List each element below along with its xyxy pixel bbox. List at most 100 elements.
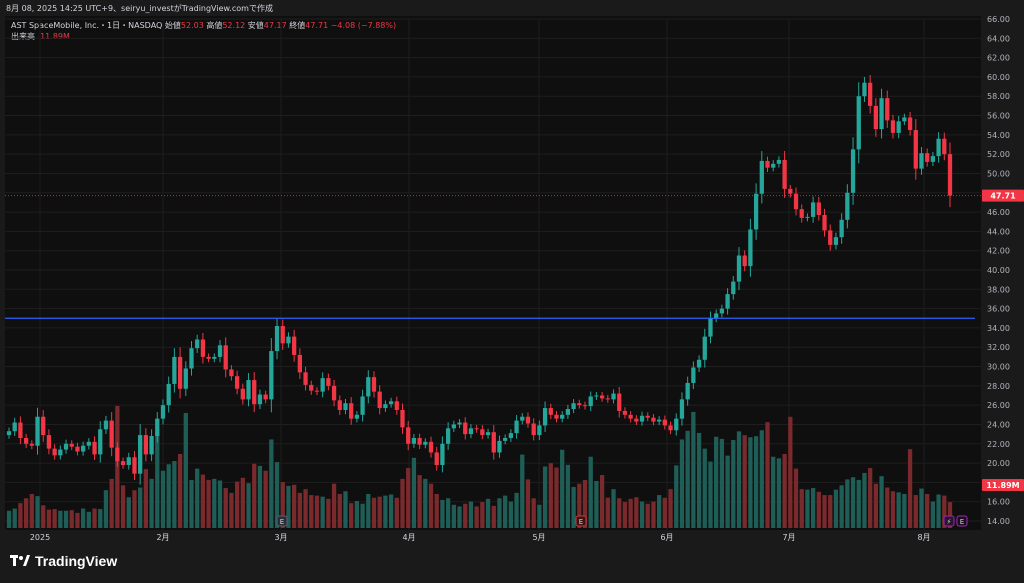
price-badge-bg [982,189,1024,202]
candle-body [850,149,856,193]
y-tick-label: 58.00 [987,92,1010,101]
candle-body [29,443,34,446]
y-tick-label: 56.00 [987,112,1010,121]
volume-bar [35,496,40,528]
change-value: −4.08 (−7.88%) [330,21,397,30]
volume-value: 11.89M [40,32,70,41]
candle-body [554,414,559,419]
volume-bar [799,489,804,528]
volume-bar [919,488,924,528]
candlestick-chart: 66.00 64.00 62.00 60.00 58.00 56.00 54.00 52.00… [5,15,1024,542]
tradingview-logo[interactable]: TradingView [10,553,117,569]
candle-body [907,117,913,131]
volume-bar [731,439,736,528]
earnings-marker-label: E [579,518,583,526]
volume-bar [138,487,143,528]
volume-bar [297,492,302,528]
x-tick-label: 2月 [156,533,169,542]
x-tick-label: 8月 [917,533,930,542]
volume-bar [423,478,428,528]
volume-bar [907,449,913,528]
volume-bar [445,498,451,528]
volume-bar [828,495,833,528]
volume-bar [554,467,559,528]
candle-body [331,385,337,401]
candle-body [440,443,445,466]
candle-body [280,325,285,344]
volume-bar [565,464,571,528]
volume-bar [776,458,782,528]
volume-bar [377,496,382,528]
volume-bar [936,494,941,528]
volume-bar [92,508,97,528]
volume-bar [691,411,696,528]
volume-bar [617,498,622,528]
earnings-marker-label: E [280,518,284,526]
candle-body [839,219,844,238]
volume-bar [206,479,211,528]
earnings-marker [575,515,587,527]
volume-bar [474,506,479,528]
volume-bar [177,454,183,528]
candle-body [497,440,502,453]
candle-body [58,449,63,456]
volume-bar [725,455,730,528]
candle-body [753,193,759,230]
candle-body [200,339,206,357]
volume-bar [537,504,542,528]
volume-bar [611,489,616,528]
earnings-marker-label: E [960,518,964,526]
volume-bar [793,468,799,528]
volume-bar [879,476,884,528]
candle-body [719,308,725,314]
volume-bar [816,491,821,528]
volume-bar [662,497,667,528]
volume-bar [12,508,17,528]
volume-bar [246,483,251,528]
low-label: 安値 [247,21,264,30]
volume-bar [229,492,234,528]
candle-body [776,159,782,164]
candle-body [143,435,149,455]
candle-body [793,193,799,210]
volume-bar [525,479,531,528]
volume-bar [155,431,160,528]
candle-body [930,156,936,162]
volume-bar [343,491,348,528]
volume-bar [41,505,46,528]
y-tick-label: 16.00 [987,498,1010,507]
candle-body [531,423,536,436]
candle-body [565,409,571,415]
candle-body [816,202,821,215]
candle-body [628,414,633,419]
candle-body [696,359,702,368]
candle-body [23,437,29,444]
volume-bar [560,449,565,528]
candle-body [434,452,439,466]
symbol-name[interactable]: AST SpaceMobile, Inc.・1日・NASDAQ [11,21,163,30]
top-bar: 8月 08, 2025 14:25 UTC+9、seiryu_investがTr… [0,0,1024,16]
volume-bar [668,489,673,528]
candle-body [217,345,223,357]
candle-body [588,396,593,407]
candle-body [314,390,320,392]
volume-bar [320,496,325,528]
candle-body [86,441,91,446]
candle-body [343,403,348,410]
volume-bar [788,416,793,528]
candle-body [873,105,878,130]
candle-body [274,325,280,352]
candle-body [303,372,308,385]
candle-body [582,405,588,407]
y-tick-label: 32.00 [987,343,1010,352]
candle-body [537,425,542,436]
candle-body [691,367,696,383]
candle-body [639,415,645,422]
candle-body [155,418,160,437]
x-tick-label: 6月 [660,533,673,542]
volume-bar [531,498,536,528]
candle-body [160,405,166,419]
candle-body [172,356,177,384]
candle-body [149,436,154,455]
candle-body [445,428,451,444]
